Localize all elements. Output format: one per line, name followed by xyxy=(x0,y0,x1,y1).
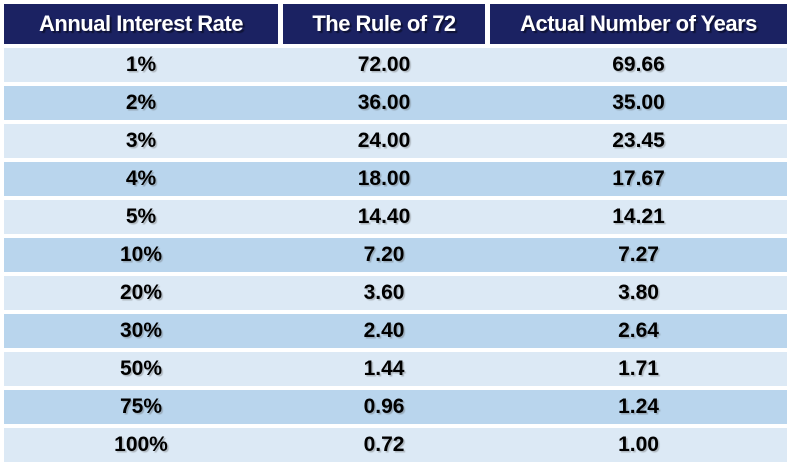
annual-interest-rate-cell: 10% xyxy=(119,243,163,266)
rule-of-72-cell: 72.00 xyxy=(357,53,411,76)
actual-number-of-years-cell: 2.64 xyxy=(618,319,659,342)
annual-interest-rate-cell: 2% xyxy=(125,91,157,114)
table-row: 5% 14.40 14.21 xyxy=(4,200,787,234)
table-row: 75% 0.96 1.24 xyxy=(4,390,787,424)
rule-of-72-cell: 7.20 xyxy=(363,243,405,266)
actual-number-of-years-cell: 69.66 xyxy=(612,53,665,76)
table-row: 50% 1.44 1.71 xyxy=(4,352,787,386)
rule-of-72-cell: 3.60 xyxy=(363,281,405,304)
annual-interest-rate-cell: 50% xyxy=(119,357,163,380)
rule-of-72-cell: 0.96 xyxy=(363,395,405,418)
actual-number-of-years-cell: 7.27 xyxy=(618,243,659,266)
column-header-annual-interest-rate: Annual Interest Rate xyxy=(4,4,278,44)
rule-of-72-cell: 1.44 xyxy=(363,357,405,380)
actual-number-of-years-cell: 1.71 xyxy=(618,357,659,380)
table-row: 20% 3.60 3.80 xyxy=(4,276,787,310)
annual-interest-rate-cell: 100% xyxy=(114,433,168,456)
rule-of-72-cell: 18.00 xyxy=(357,167,411,190)
table-row: 30% 2.40 2.64 xyxy=(4,314,787,348)
table-row: 1% 72.00 69.66 xyxy=(4,48,787,82)
annual-interest-rate-cell: 75% xyxy=(119,395,163,418)
table-row: 100% 0.72 1.00 xyxy=(4,428,787,462)
table-row: 10% 7.20 7.27 xyxy=(4,238,787,272)
annual-interest-rate-cell: 30% xyxy=(119,319,163,342)
actual-number-of-years-cell: 1.24 xyxy=(618,395,659,418)
annual-interest-rate-cell: 4% xyxy=(125,167,157,190)
table-row: 3% 24.00 23.45 xyxy=(4,124,787,158)
rule-of-72-cell: 14.40 xyxy=(357,205,411,228)
table-row: 4% 18.00 17.67 xyxy=(4,162,787,196)
rule-of-72-cell: 24.00 xyxy=(357,129,411,152)
table-row: 2% 36.00 35.00 xyxy=(4,86,787,120)
column-header-rule-of-72: The Rule of 72 xyxy=(283,4,485,44)
annual-interest-rate-cell: 5% xyxy=(125,205,157,228)
actual-number-of-years-cell: 1.00 xyxy=(618,433,659,456)
actual-number-of-years-cell: 3.80 xyxy=(618,281,659,304)
rule-of-72-cell: 2.40 xyxy=(363,319,405,342)
actual-number-of-years-cell: 35.00 xyxy=(612,91,665,114)
table-header-row: Annual Interest Rate The Rule of 72 Actu… xyxy=(4,4,787,44)
actual-number-of-years-cell: 23.45 xyxy=(612,129,665,152)
actual-number-of-years-cell: 17.67 xyxy=(612,167,665,190)
column-header-actual-number-of-years: Actual Number of Years xyxy=(490,4,787,44)
actual-number-of-years-cell: 14.21 xyxy=(612,205,665,228)
annual-interest-rate-cell: 20% xyxy=(119,281,163,304)
annual-interest-rate-cell: 1% xyxy=(125,53,157,76)
annual-interest-rate-cell: 3% xyxy=(125,129,157,152)
rule-of-72-cell: 0.72 xyxy=(363,433,405,456)
rule-of-72-cell: 36.00 xyxy=(357,91,411,114)
